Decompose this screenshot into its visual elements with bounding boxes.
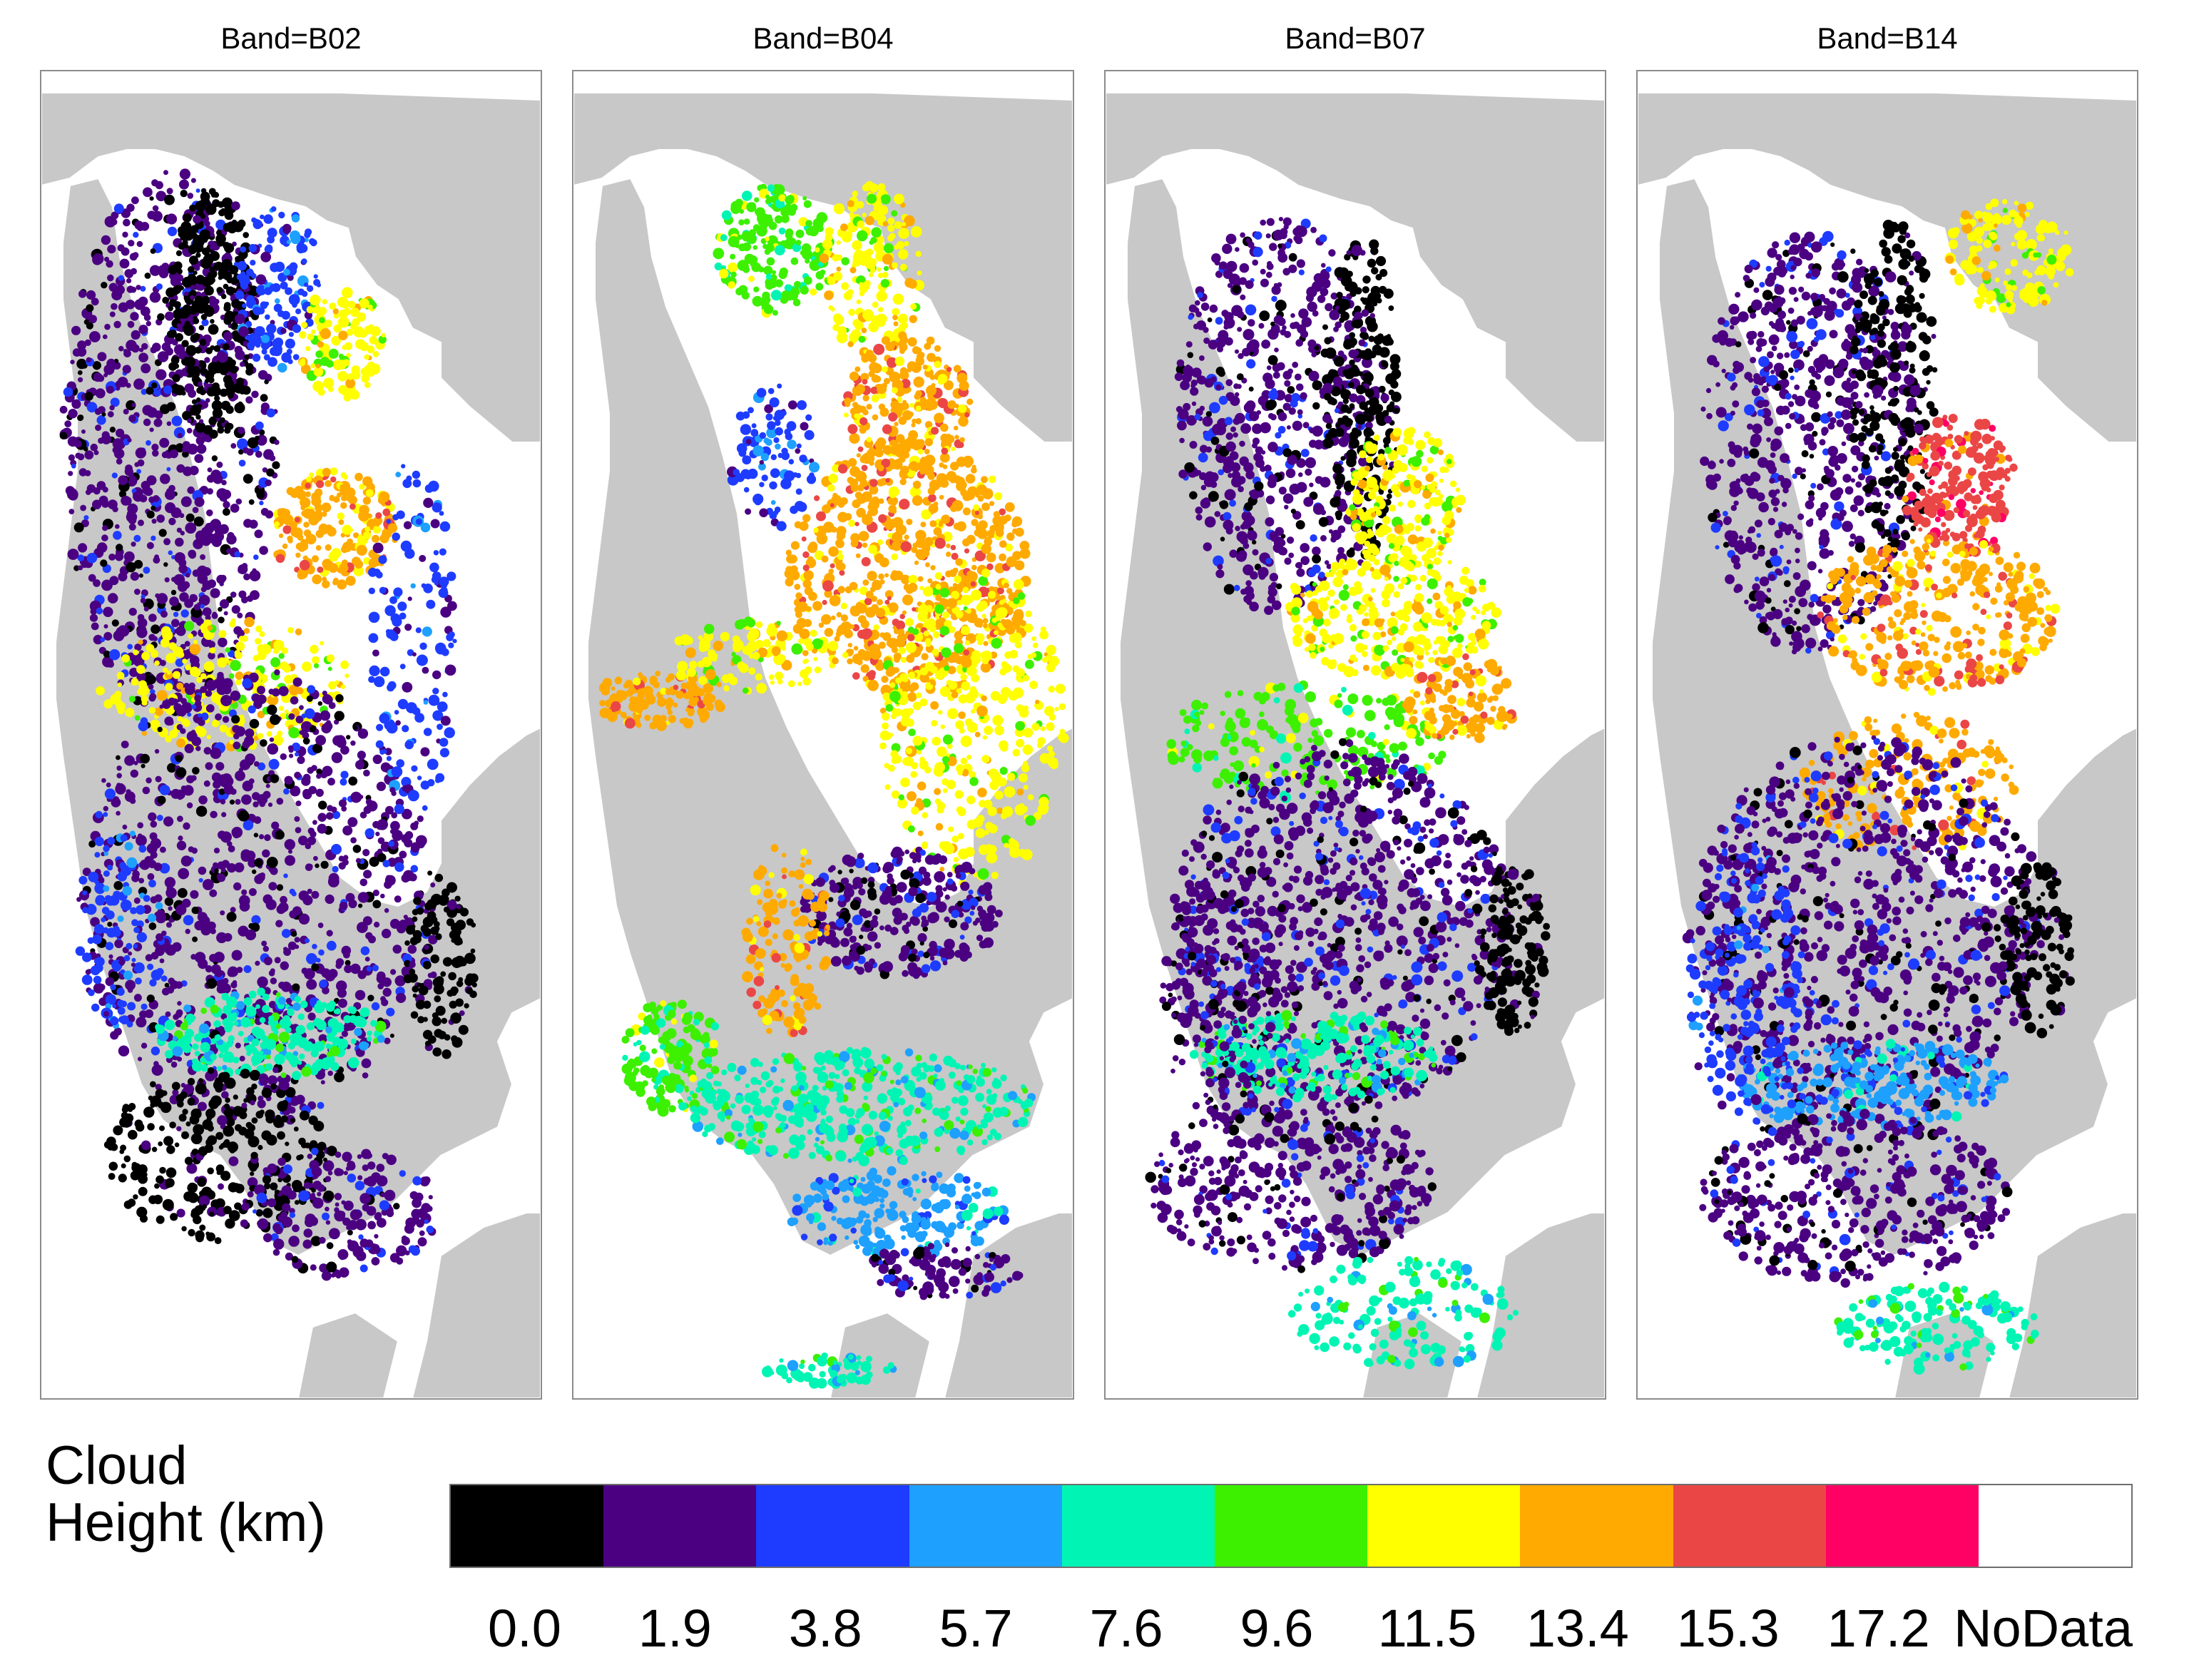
land-shape (297, 1311, 399, 1398)
colorbar-swatch (1061, 1485, 1215, 1567)
map-canvas (1638, 92, 2137, 1398)
land-shape (1475, 1212, 1605, 1398)
colorbar-labels: 0.0 1.9 3.8 5.7 7.6 9.6 11.5 13.4 15.3 1… (449, 1598, 2133, 1659)
panel-title-b04: Band=B04 (752, 21, 894, 55)
legend-title-line2: Height (km) (46, 1492, 326, 1553)
colorbar-label: 11.5 (1377, 1599, 1477, 1658)
colorbar-label: NoData (1954, 1599, 2133, 1658)
colorbar-swatch (756, 1485, 909, 1567)
panel-title-b14: Band=B14 (1817, 21, 1958, 55)
land-shape (943, 1212, 1073, 1398)
panel-title-b07: Band=B07 (1285, 21, 1426, 55)
colorbar-label: 15.3 (1676, 1599, 1780, 1658)
colorbar-swatch (603, 1485, 757, 1567)
panel-title-b02: Band=B02 (220, 21, 362, 55)
colorbar-label: 1.9 (638, 1599, 712, 1658)
land-shape (2007, 1212, 2137, 1398)
colorbar-swatch (1825, 1485, 1979, 1567)
map-canvas (41, 92, 541, 1398)
legend-title: Cloud Height (km) (46, 1437, 326, 1552)
cloud-field (59, 168, 479, 1281)
colorbar-label: 9.6 (1240, 1599, 1314, 1658)
cloud-field (598, 180, 1069, 1389)
map-panel-b07 (1104, 70, 1606, 1400)
colorbar-swatch (1673, 1485, 1826, 1567)
colorbar-swatch (909, 1485, 1062, 1567)
colorbar-label: 7.6 (1089, 1599, 1163, 1658)
colorbar-swatch (1978, 1485, 2132, 1567)
cloud-field (1682, 198, 2075, 1375)
land-shape (41, 92, 541, 443)
colorbar-swatch (1214, 1485, 1368, 1567)
colorbar-label: 0.0 (488, 1599, 561, 1658)
land-shape (1638, 92, 2137, 443)
colorbar-label: 13.4 (1526, 1599, 1629, 1658)
land-shape (411, 1212, 541, 1398)
map-panel-b02 (40, 70, 542, 1400)
legend-title-line1: Cloud (46, 1435, 188, 1496)
map-panel-b14 (1636, 70, 2138, 1400)
colorbar-swatch (1367, 1485, 1521, 1567)
colorbar-swatch (451, 1485, 604, 1567)
colorbar-label: 3.8 (788, 1599, 862, 1658)
cloud-field (1145, 217, 1551, 1370)
colorbar-swatch (1520, 1485, 1673, 1567)
map-canvas (1106, 92, 1605, 1398)
land-shape (1106, 92, 1605, 443)
map-canvas (573, 92, 1073, 1398)
colorbar (449, 1484, 2133, 1568)
map-panel-b04 (572, 70, 1074, 1400)
colorbar-label: 17.2 (1827, 1599, 1930, 1658)
colorbar-label: 5.7 (939, 1599, 1013, 1658)
